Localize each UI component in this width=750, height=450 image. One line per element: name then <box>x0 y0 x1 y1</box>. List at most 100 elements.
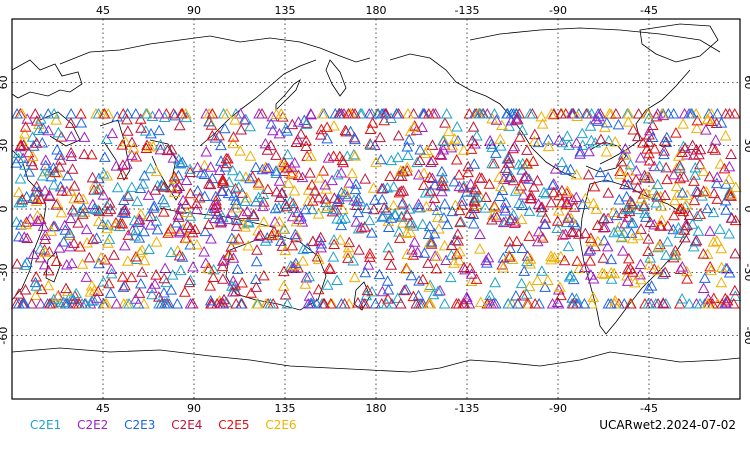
observation-marker <box>643 124 656 136</box>
observation-marker <box>161 144 174 156</box>
observation-marker <box>110 160 123 171</box>
observation-marker <box>27 192 39 203</box>
observation-marker <box>587 272 600 284</box>
observation-marker <box>86 171 99 183</box>
observation-marker <box>75 116 88 128</box>
observation-marker <box>285 161 298 172</box>
observation-marker <box>239 113 252 125</box>
observation-marker <box>97 189 110 200</box>
observation-marker <box>20 190 33 202</box>
observation-marker <box>315 241 327 253</box>
observation-marker <box>106 127 119 139</box>
observation-marker <box>364 139 377 151</box>
observation-marker <box>507 142 519 154</box>
observation-marker <box>579 261 591 273</box>
observation-marker <box>144 140 156 152</box>
observation-marker <box>576 127 589 139</box>
observation-marker <box>503 120 515 131</box>
observation-marker <box>583 245 595 256</box>
observation-marker <box>499 215 512 227</box>
observation-marker <box>38 258 51 270</box>
observation-marker <box>683 209 696 221</box>
observation-marker <box>103 233 116 244</box>
observation-marker <box>516 199 529 211</box>
observation-marker <box>173 180 186 191</box>
observation-marker <box>595 133 607 145</box>
observation-marker <box>554 250 567 262</box>
observation-marker <box>520 288 533 299</box>
observation-marker <box>129 293 142 304</box>
observation-marker <box>440 254 452 266</box>
observation-marker <box>93 182 106 194</box>
observation-marker <box>376 211 388 222</box>
observation-marker <box>708 187 720 199</box>
observation-marker <box>177 194 189 206</box>
observation-marker <box>355 221 368 233</box>
observation-marker <box>385 212 398 223</box>
observation-marker <box>723 173 735 185</box>
observation-marker <box>670 249 683 261</box>
observation-marker <box>680 198 693 210</box>
observation-marker <box>571 255 584 266</box>
observation-marker <box>488 107 501 119</box>
observation-marker <box>561 198 573 209</box>
observation-marker <box>407 120 420 132</box>
observation-marker <box>480 191 492 202</box>
observation-marker <box>470 273 483 284</box>
lat-tick-label-left: -60 <box>0 327 10 345</box>
observation-marker <box>512 297 524 309</box>
observation-marker <box>179 232 192 243</box>
observation-marker <box>701 202 714 214</box>
observation-marker <box>412 289 425 301</box>
observation-marker <box>191 238 203 250</box>
observation-marker <box>374 131 386 143</box>
observation-marker <box>428 178 441 190</box>
observation-marker <box>273 127 286 139</box>
observation-marker <box>486 157 498 169</box>
observation-marker <box>700 124 712 135</box>
observation-marker <box>29 276 42 288</box>
observation-marker <box>208 212 221 223</box>
lat-tick-label-left: -30 <box>0 263 10 281</box>
observation-marker <box>565 269 578 281</box>
observation-marker <box>317 165 330 176</box>
observation-marker <box>729 247 742 259</box>
observation-marker <box>227 275 240 286</box>
observation-marker <box>697 165 710 177</box>
observation-marker <box>261 144 274 155</box>
observation-marker <box>99 254 111 265</box>
observation-marker <box>18 259 31 270</box>
observation-marker <box>215 139 227 151</box>
observation-marker <box>97 168 110 179</box>
observation-marker <box>395 185 408 196</box>
observation-marker <box>234 107 247 119</box>
observation-marker <box>280 200 293 212</box>
observation-marker <box>191 161 204 173</box>
observation-marker <box>64 117 77 128</box>
observation-marker <box>565 225 578 237</box>
observation-marker <box>705 264 717 276</box>
observation-marker <box>75 107 87 119</box>
observation-marker <box>455 215 467 227</box>
observation-marker <box>287 202 300 214</box>
observation-marker <box>257 269 270 281</box>
observation-marker <box>439 117 451 128</box>
lat-tick-label-right: 60 <box>742 75 750 89</box>
observation-marker <box>563 271 576 282</box>
observation-marker <box>50 255 63 266</box>
observation-marker <box>451 248 463 259</box>
observation-marker <box>621 263 634 275</box>
observation-marker <box>642 282 655 294</box>
observation-marker <box>596 267 609 278</box>
observation-marker <box>502 297 515 309</box>
observation-marker <box>450 297 463 309</box>
observation-marker <box>692 225 705 236</box>
observation-marker <box>418 167 430 178</box>
observation-marker <box>180 198 193 209</box>
observation-marker <box>12 147 25 158</box>
observation-marker <box>423 297 436 309</box>
observation-marker <box>608 267 621 279</box>
observation-marker <box>95 251 107 263</box>
observation-marker <box>605 266 618 278</box>
observation-marker <box>67 293 80 305</box>
